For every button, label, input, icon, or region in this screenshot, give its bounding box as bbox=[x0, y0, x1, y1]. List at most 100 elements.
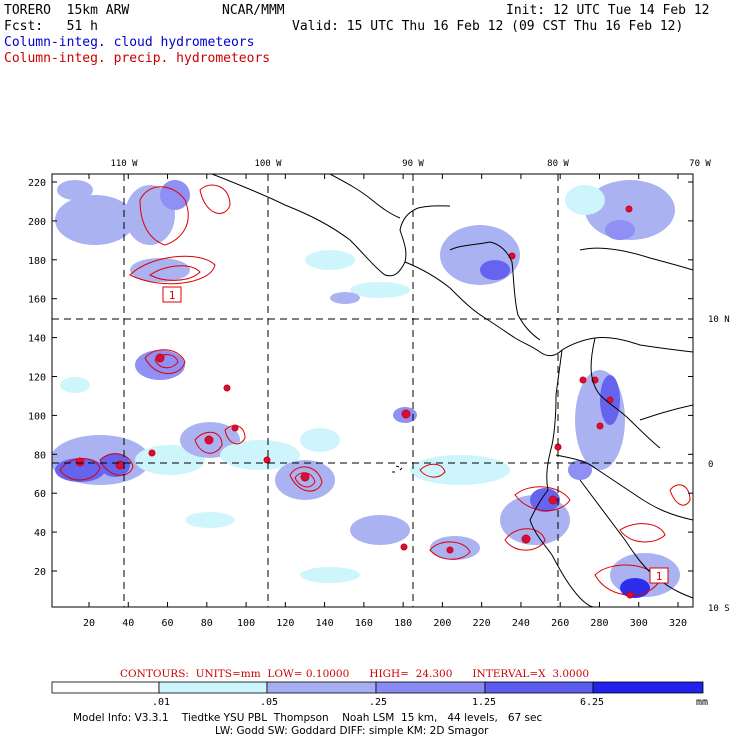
y-tick-label: 200 bbox=[28, 217, 46, 228]
cloud-area bbox=[135, 350, 185, 380]
colorbar-segment bbox=[51, 681, 160, 694]
precip-core bbox=[626, 591, 634, 599]
precip-core bbox=[606, 396, 614, 404]
mexico-coast bbox=[211, 174, 451, 277]
x-tick-label: 20 bbox=[83, 618, 95, 629]
precip-core bbox=[300, 472, 310, 482]
precip-contour bbox=[149, 265, 201, 281]
precip-contour bbox=[504, 528, 546, 551]
valid-time: Valid: 15 UTC Thu 16 Feb 12 (09 CST Thu … bbox=[292, 19, 684, 34]
y-tick-label: 100 bbox=[28, 411, 46, 422]
caribbean-coast bbox=[449, 241, 541, 341]
colorbar-segment bbox=[266, 681, 377, 694]
contour-label: 1 bbox=[656, 570, 663, 583]
model-info: Model Info: V3.3.1 Tiedtke YSU PBL Thomp… bbox=[73, 712, 543, 724]
x-tick-label: 160 bbox=[355, 618, 373, 629]
cloud-area bbox=[410, 455, 510, 485]
precip-core bbox=[75, 457, 85, 467]
y-tick-label: 140 bbox=[28, 334, 46, 345]
coastlines bbox=[211, 174, 693, 607]
colorbar bbox=[51, 681, 704, 694]
cloud-area bbox=[330, 292, 360, 304]
center-title: NCAR/MMM bbox=[222, 3, 285, 18]
gulf-coast bbox=[329, 174, 401, 219]
x-tick-label: 60 bbox=[162, 618, 174, 629]
lat-label: 10 S bbox=[708, 604, 730, 614]
x-tick-label: 100 bbox=[237, 618, 255, 629]
precip-core bbox=[223, 384, 231, 392]
precip-contour bbox=[289, 466, 323, 492]
lat-label: 10 N bbox=[708, 315, 730, 325]
x-tick-label: 40 bbox=[122, 618, 134, 629]
physics-info: LW: Godd SW: Goddard DIFF: simple KM: 2D… bbox=[215, 725, 489, 737]
precip-contour bbox=[429, 541, 471, 560]
lon-label: 110 W bbox=[110, 159, 138, 169]
cloud-area bbox=[350, 515, 410, 545]
y-tick-label: 20 bbox=[34, 567, 46, 578]
colorbar-label: .01 bbox=[152, 697, 171, 708]
y-tick-label: 80 bbox=[34, 450, 46, 461]
x-tick-label: 240 bbox=[512, 618, 530, 629]
cloud-area bbox=[480, 260, 510, 280]
y-tick-label: 40 bbox=[34, 528, 46, 539]
precip-core bbox=[263, 456, 271, 464]
peru-border bbox=[579, 479, 693, 599]
y-tick-label: 180 bbox=[28, 256, 46, 267]
lon-label: 80 W bbox=[547, 159, 569, 169]
cloud-area bbox=[350, 282, 410, 298]
precip-contour bbox=[99, 453, 134, 476]
precip-contour bbox=[419, 463, 446, 478]
galapagos bbox=[388, 462, 403, 473]
plot-frame bbox=[51, 173, 694, 608]
colorbar-label: 1.25 bbox=[472, 697, 497, 708]
y-tick-label: 120 bbox=[28, 373, 46, 384]
precip-core bbox=[400, 543, 408, 551]
precip-contour bbox=[59, 458, 101, 481]
lon-label: 100 W bbox=[254, 159, 282, 169]
precip-core bbox=[148, 449, 156, 457]
cloud-area bbox=[57, 180, 93, 200]
precip-core bbox=[231, 424, 239, 432]
x-tick-label: 80 bbox=[201, 618, 213, 629]
precip-cores bbox=[75, 205, 634, 599]
lon-label: 90 W bbox=[402, 159, 424, 169]
x-tick-label: 120 bbox=[276, 618, 294, 629]
x-tick-label: 280 bbox=[590, 618, 608, 629]
contour-label-box bbox=[649, 567, 669, 584]
colorbar-label: .25 bbox=[369, 697, 388, 708]
contour-labels: 1 1 bbox=[162, 286, 669, 584]
cloud-hydrometeor-shading bbox=[52, 180, 680, 598]
ecuador-border bbox=[555, 454, 693, 521]
precip-core bbox=[548, 495, 558, 505]
south-america-coast bbox=[561, 337, 693, 353]
precip-core bbox=[625, 205, 633, 213]
cloud-area bbox=[185, 512, 235, 528]
x-tick-label: 260 bbox=[551, 618, 569, 629]
cuba-coast bbox=[579, 247, 693, 271]
init-time: Init: 12 UTC Tue 14 Feb 12 bbox=[506, 3, 710, 18]
precip-core bbox=[115, 460, 125, 470]
field-cloud-label: Column-integ. cloud hydrometeors bbox=[4, 35, 255, 50]
cloud-area bbox=[55, 195, 135, 245]
contour-label: 1 bbox=[169, 289, 176, 302]
contour-info: CONTOURS: UNITS=mm LOW= 0.10000 HIGH= 24… bbox=[120, 668, 590, 680]
precip-contour bbox=[139, 186, 189, 246]
precip-core bbox=[446, 546, 454, 554]
cloud-area bbox=[305, 250, 355, 270]
x-tick-label: 180 bbox=[394, 618, 412, 629]
brazil-border bbox=[639, 404, 693, 421]
colorbar-label: .05 bbox=[260, 697, 279, 708]
precip-core bbox=[596, 422, 604, 430]
colorbar-segment bbox=[592, 681, 704, 694]
longitude-labels: 110 W 100 W 90 W 80 W 70 W bbox=[110, 159, 711, 169]
precip-contour bbox=[514, 486, 571, 512]
colorbar-unit: mm bbox=[696, 697, 709, 708]
cloud-area bbox=[60, 377, 90, 393]
y-tick-label: 60 bbox=[34, 489, 46, 500]
precip-contour bbox=[129, 255, 216, 285]
precip-core bbox=[401, 409, 411, 419]
precip-core bbox=[155, 353, 165, 363]
colorbar-segment bbox=[484, 681, 594, 694]
precip-core bbox=[579, 376, 587, 384]
